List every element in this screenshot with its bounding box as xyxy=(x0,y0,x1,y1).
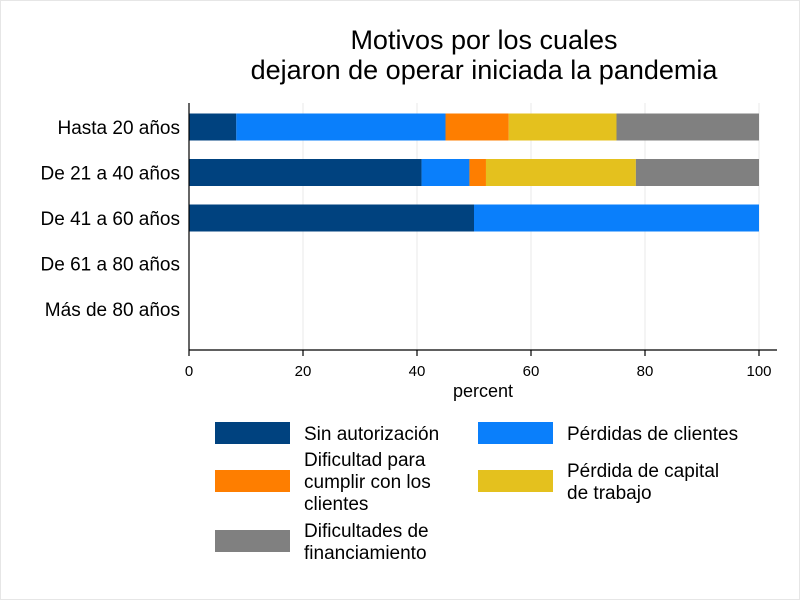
legend-label: Pérdida de capital de trabajo xyxy=(567,461,719,504)
legend-item: Pérdida de capital de trabajo xyxy=(478,461,719,504)
bar-segment xyxy=(445,113,509,141)
legend-item: Pérdidas de clientes xyxy=(478,422,738,445)
legend-swatch xyxy=(215,470,290,492)
category-label: Hasta 20 años xyxy=(57,118,180,139)
bar-segment xyxy=(635,159,759,186)
legend-label-line: cumplir con los xyxy=(304,472,431,493)
legend-label: Pérdidas de clientes xyxy=(567,424,738,445)
legend-swatch xyxy=(478,470,553,492)
x-tick-label: 60 xyxy=(523,363,540,380)
legend-label-line: Sin autorización xyxy=(304,424,439,445)
legend-swatch xyxy=(215,530,290,552)
bar-segment xyxy=(474,204,759,232)
legend-swatch xyxy=(215,422,290,444)
bar-segment xyxy=(485,159,636,186)
legend-item: Dificultad para cumplir con los clientes xyxy=(215,450,431,515)
legend-label-line: Dificultades de xyxy=(304,521,429,542)
bar-segment xyxy=(421,159,470,186)
x-tick-label: 80 xyxy=(637,363,654,380)
category-labels: Hasta 20 años De 21 a 40 años De 41 a 60 a… xyxy=(41,118,180,321)
x-axis: 0 20 40 60 80 100 percent xyxy=(185,103,777,401)
title-line: dejaron de operar iniciada la pandemia xyxy=(251,55,719,85)
legend-label: Sin autorización xyxy=(304,424,439,445)
bar-segment xyxy=(189,113,237,141)
x-tick-label: 40 xyxy=(409,363,426,380)
category-label: Más de 80 años xyxy=(45,300,180,321)
bar-segment xyxy=(469,159,486,186)
legend-item: Sin autorización xyxy=(215,422,439,445)
bar-segment xyxy=(616,113,759,141)
legend-label-line: Dificultad para xyxy=(304,450,426,471)
legend-label-line: clientes xyxy=(304,494,368,515)
legend-label-line: financiamiento xyxy=(304,543,427,564)
category-label: De 21 a 40 años xyxy=(41,164,180,185)
legend-label: Dificultad para cumplir con los clientes xyxy=(304,450,431,515)
legend: Sin autorización Pérdidas de clientes Difi… xyxy=(215,422,738,564)
legend-label-line: de trabajo xyxy=(567,483,652,504)
legend-label-line: Pérdidas de clientes xyxy=(567,424,738,445)
x-tick-label: 100 xyxy=(746,363,771,380)
x-axis-title: percent xyxy=(453,381,513,401)
category-label: De 61 a 80 años xyxy=(41,255,180,276)
legend-swatch xyxy=(478,422,553,444)
legend-item: Dificultades de financiamiento xyxy=(215,521,429,564)
x-tick-label: 20 xyxy=(295,363,312,380)
x-tick-label: 0 xyxy=(185,363,193,380)
bars xyxy=(189,113,759,232)
bar-segment xyxy=(508,113,617,141)
bar-segment xyxy=(189,159,422,186)
legend-label: Dificultades de financiamiento xyxy=(304,521,429,564)
bar-segment xyxy=(189,204,474,232)
bar-segment xyxy=(236,113,446,141)
legend-label-line: Pérdida de capital xyxy=(567,461,719,482)
title-line: Motivos por los cuales xyxy=(350,25,617,55)
category-label: De 41 a 60 años xyxy=(41,209,180,230)
